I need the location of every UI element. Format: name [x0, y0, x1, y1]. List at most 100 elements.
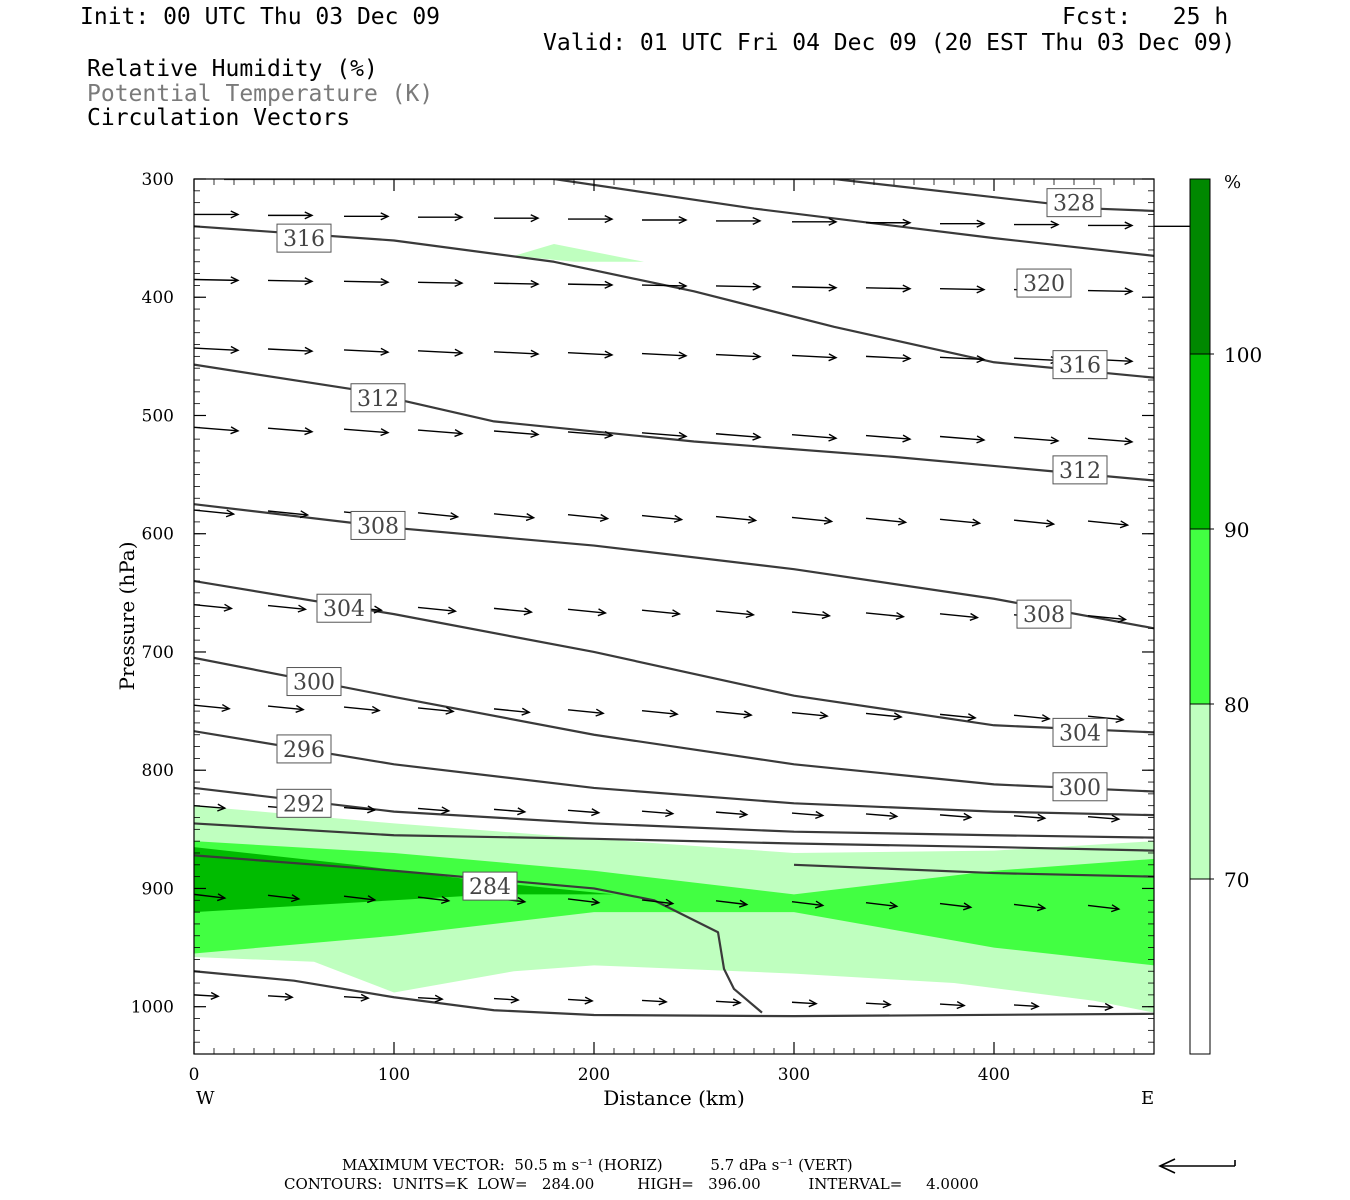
- vector-arrow: [791, 810, 825, 820]
- max-vector-note: MAXIMUM VECTOR: 50.5 m s⁻¹ (HORIZ) 5.7 d…: [342, 1156, 853, 1174]
- vector-arrow: [939, 713, 977, 722]
- vector-arrow: [417, 895, 451, 905]
- vector-arrow: [791, 433, 838, 442]
- contour-label-box: [1052, 350, 1108, 380]
- theta-contour-288: [194, 822, 1154, 852]
- field-theta: Potential Temperature (K): [87, 81, 434, 107]
- colorbar-label: 70: [1224, 868, 1249, 892]
- vector-arrow: [267, 894, 301, 903]
- vector-arrow: [343, 805, 377, 814]
- contour-label-box: [276, 223, 332, 253]
- vector-arrow: [567, 608, 608, 617]
- vector-arrow: [567, 808, 601, 817]
- vector-arrow: [267, 704, 305, 713]
- rh-region-3: [514, 244, 644, 262]
- colorbar-segment: [1190, 179, 1210, 354]
- vector-arrow: [716, 216, 762, 225]
- vector-arrow: [715, 998, 742, 1007]
- vector-arrow: [1013, 436, 1060, 445]
- field-rh: Relative Humidity (%): [87, 56, 378, 82]
- vector-arrow: [417, 278, 464, 288]
- axis-layer: 300 400 500 600 700 800 900 1000 0 100 200 300 400: [131, 170, 1155, 1085]
- vector-arrow: [343, 278, 390, 287]
- vector-arrow: [267, 992, 294, 1001]
- vector-arrow: [494, 214, 540, 223]
- vector-arrow: [343, 347, 390, 356]
- contour-label-text: 308: [1023, 603, 1065, 628]
- vector-arrow: [1087, 1002, 1114, 1011]
- vector-arrow: [417, 428, 464, 438]
- vector-arrow: [865, 354, 912, 363]
- theta-contour-328: [224, 179, 1154, 213]
- vector-arrow: [641, 609, 682, 618]
- vector-arrow: [417, 706, 455, 715]
- vector-arrow: [791, 900, 825, 909]
- contour-label-box: [276, 788, 332, 818]
- vector-arrow: [939, 1001, 966, 1010]
- vector-arrow: [417, 806, 451, 815]
- vector-arrow: [567, 350, 614, 359]
- contour-label-text: 316: [283, 227, 325, 252]
- contour-label-304: 304: [1052, 717, 1108, 747]
- colorbar-segment: [1190, 354, 1210, 529]
- vector-arrow: [567, 996, 594, 1005]
- colorbar-segment: [1190, 879, 1210, 1054]
- contour-label-text: 304: [323, 597, 365, 622]
- theta-contour-290: [194, 970, 1154, 1018]
- contour-label-box: [286, 667, 342, 697]
- vector-arrow: [641, 809, 675, 818]
- vector-arrow: [193, 893, 227, 902]
- vector-arrow: [567, 513, 610, 522]
- vector-arrow: [939, 902, 973, 911]
- vector-arrow: [1087, 814, 1121, 823]
- vector-arrow: [1088, 221, 1134, 230]
- contour-label-296: 296: [276, 734, 332, 764]
- colorbar-unit: %: [1224, 172, 1241, 193]
- contour-label-text: 300: [1059, 776, 1101, 801]
- vector-arrow: [641, 281, 688, 290]
- y-tick-label: 1000: [131, 998, 174, 1018]
- vector-arrow: [715, 515, 758, 524]
- valid-time: Valid: 01 UTC Fri 04 Dec 09 (20 EST Thu …: [543, 30, 1236, 56]
- vector-arrow: [791, 999, 818, 1008]
- contour-label-text: 320: [1023, 272, 1065, 297]
- vector-arrow: [939, 355, 986, 364]
- theta-contour-284: [194, 854, 763, 1014]
- vector-arrow: [715, 352, 762, 361]
- contour-label-text: 312: [1059, 459, 1101, 484]
- vector-arrow: [493, 349, 540, 358]
- theta-contour-316: [194, 225, 1154, 379]
- vector-arrow: [642, 215, 688, 225]
- vector-arrow: [641, 709, 679, 718]
- contour-label-text: 316: [1059, 354, 1101, 379]
- contour-label-292: 292: [276, 788, 332, 818]
- x-tick-label: 100: [378, 1065, 410, 1085]
- vector-arrow: [193, 509, 236, 518]
- x-tick-label: 400: [978, 1065, 1010, 1085]
- vector-arrow: [1013, 813, 1047, 822]
- vector-arrow: [865, 1000, 892, 1009]
- vector-arrow: [1087, 437, 1134, 446]
- contour-label-text: 312: [357, 387, 399, 412]
- vector-arrow: [715, 432, 762, 441]
- vector-arrow: [567, 708, 605, 717]
- vector-arrow: [641, 351, 688, 360]
- vector-arrow: [791, 611, 832, 620]
- contour-label-text: 296: [283, 738, 325, 763]
- y-tick-label: 300: [142, 170, 174, 190]
- vector-arrow: [1013, 714, 1051, 723]
- vector-arrow: [493, 607, 534, 616]
- vector-arrow: [865, 517, 908, 526]
- contour-label-320: 320: [1016, 268, 1072, 298]
- vector-arrow: [193, 803, 227, 812]
- theta-contour-300: [194, 656, 1154, 793]
- contour-label-284: 284: [462, 871, 518, 901]
- contour-label-box: [316, 593, 372, 623]
- vector-arrow: [493, 429, 540, 439]
- theta-contour-312: [194, 363, 1154, 482]
- y-tick-label: 400: [142, 288, 174, 308]
- y-tick-label: 800: [142, 761, 174, 781]
- vector-arrow: [343, 993, 370, 1002]
- vector-arrow: [343, 705, 381, 714]
